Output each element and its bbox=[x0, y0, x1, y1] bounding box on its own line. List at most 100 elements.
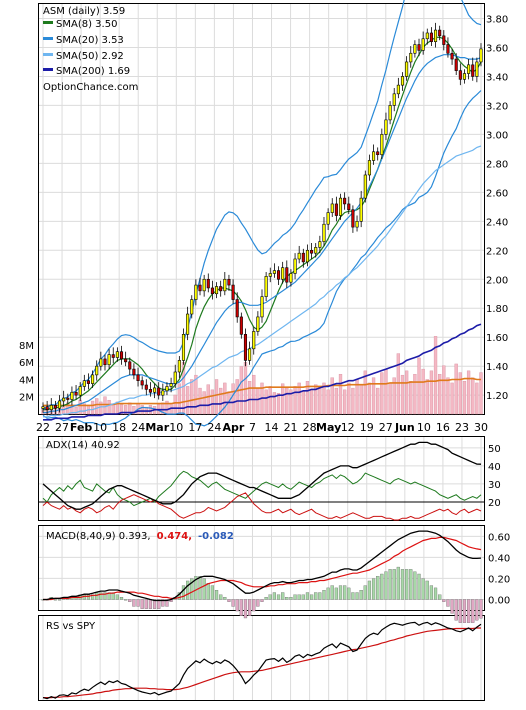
price-panel-frame bbox=[38, 3, 485, 415]
volume-bar bbox=[363, 370, 367, 415]
x-tick-label: 10 bbox=[417, 421, 431, 434]
macd-histogram-bar bbox=[309, 594, 314, 600]
volume-bar bbox=[421, 368, 425, 415]
candle-body bbox=[91, 374, 95, 384]
candle-body bbox=[363, 174, 367, 199]
macd-histogram-bar bbox=[289, 597, 293, 600]
x-tick-label: 18 bbox=[112, 421, 126, 434]
volume-bar bbox=[123, 405, 128, 415]
macd-histogram-bar bbox=[454, 599, 458, 621]
x-tick-label: Mar bbox=[145, 421, 169, 434]
volume-bar bbox=[475, 382, 479, 415]
x-tick-label: 10 bbox=[93, 421, 107, 434]
candle-body bbox=[434, 29, 438, 42]
macd-histogram-bar bbox=[409, 569, 413, 600]
price-tick-label: 2.40 bbox=[486, 217, 508, 228]
candle-body bbox=[281, 267, 285, 280]
candle-body bbox=[235, 299, 239, 318]
macd-histogram-bar bbox=[351, 592, 355, 600]
price-legend-sma50: SMA(50) 2.92 bbox=[56, 51, 124, 62]
candle-body bbox=[355, 221, 359, 228]
volume-bar bbox=[392, 377, 396, 415]
candle-body bbox=[272, 270, 276, 274]
volume-bar bbox=[425, 379, 429, 415]
volume-bar bbox=[330, 377, 334, 415]
sma8-legend-swatch bbox=[43, 21, 53, 24]
volume-bar bbox=[190, 379, 194, 415]
candle-body bbox=[322, 223, 326, 242]
volume-tick-label: 2M bbox=[19, 393, 34, 404]
volume-bar bbox=[404, 370, 409, 415]
volume-bar bbox=[305, 381, 310, 415]
volume-bar bbox=[388, 382, 392, 415]
candle-body bbox=[148, 389, 152, 393]
volume-bar bbox=[202, 391, 206, 415]
candle-body bbox=[297, 252, 301, 260]
volume-bar bbox=[471, 377, 475, 415]
candle-body bbox=[479, 48, 483, 63]
x-tick-label: Apr bbox=[223, 421, 245, 434]
candle-body bbox=[446, 44, 450, 54]
macd-histogram-bar bbox=[347, 587, 351, 600]
rs-panel-frame bbox=[38, 615, 485, 701]
volume-bar bbox=[371, 377, 376, 415]
macd-hist-label: -0.082 bbox=[198, 531, 234, 542]
macd-histogram-bar bbox=[268, 594, 272, 600]
grid-layer bbox=[39, 4, 484, 700]
macd-histogram-bar bbox=[400, 569, 405, 600]
macd-histogram-bar bbox=[293, 594, 297, 600]
candle-body bbox=[161, 390, 165, 396]
macd-tick-label: 0.20 bbox=[488, 574, 510, 585]
macd-histogram-bar bbox=[467, 599, 471, 623]
candle-body bbox=[372, 151, 376, 161]
macd-line bbox=[43, 530, 482, 602]
macd-histogram-bar bbox=[392, 569, 396, 600]
volume-bar bbox=[314, 384, 318, 415]
macd-tick-label: 0.00 bbox=[488, 595, 510, 606]
volume-bar bbox=[446, 377, 450, 415]
candle-body bbox=[388, 105, 392, 121]
volume-bar bbox=[454, 363, 458, 415]
volume-bar bbox=[272, 392, 277, 415]
candle-body bbox=[462, 73, 467, 80]
candle-body bbox=[301, 252, 305, 263]
candle-body bbox=[268, 273, 272, 277]
macd-tick-label: 0.40 bbox=[488, 553, 510, 564]
macd-histogram-bar bbox=[471, 599, 475, 623]
macd-label: MACD(8,40,9) 0.393, bbox=[46, 531, 151, 542]
macd-histogram-bar bbox=[301, 594, 305, 600]
candle-body bbox=[119, 351, 124, 360]
volume-bar bbox=[252, 374, 256, 415]
macd-histogram-bar bbox=[243, 599, 248, 619]
candle-body bbox=[107, 354, 111, 366]
macd-histogram-bar bbox=[190, 578, 194, 600]
macd-histogram-bar bbox=[276, 594, 281, 600]
price-tick-label: 3.80 bbox=[486, 14, 508, 25]
candle-body bbox=[343, 197, 347, 205]
price-tick-label: 3.00 bbox=[486, 130, 508, 141]
candle-body bbox=[57, 400, 62, 409]
minus-di-line bbox=[42, 492, 482, 521]
macd-histogram-bar bbox=[252, 599, 256, 612]
macd-histogram-bar bbox=[148, 599, 153, 609]
price-legend-source: OptionChance.com bbox=[43, 82, 138, 93]
macd-histogram-bar bbox=[210, 585, 215, 600]
macd-histogram-bar bbox=[227, 599, 231, 602]
volume-bar bbox=[297, 382, 301, 415]
volume-bar bbox=[194, 374, 198, 415]
volume-bar bbox=[198, 387, 202, 415]
candle-body bbox=[425, 32, 429, 40]
volume-bar bbox=[285, 387, 289, 415]
candle-body bbox=[62, 397, 66, 402]
price-legend: ASM (daily) 3.59 SMA(8) 3.50 SMA(20) 3.5… bbox=[43, 6, 138, 93]
candle-body bbox=[140, 380, 144, 386]
candle-body bbox=[99, 358, 103, 367]
macd-histogram-bar bbox=[95, 592, 99, 600]
price-legend-sma20: SMA(20) 3.53 bbox=[56, 35, 124, 46]
candle-body bbox=[467, 64, 471, 74]
candle-body bbox=[413, 44, 417, 54]
volume-bar bbox=[417, 357, 421, 415]
volume-bar bbox=[289, 389, 293, 415]
macd-histogram-bar bbox=[475, 599, 479, 621]
adx-panel-frame bbox=[38, 436, 485, 521]
